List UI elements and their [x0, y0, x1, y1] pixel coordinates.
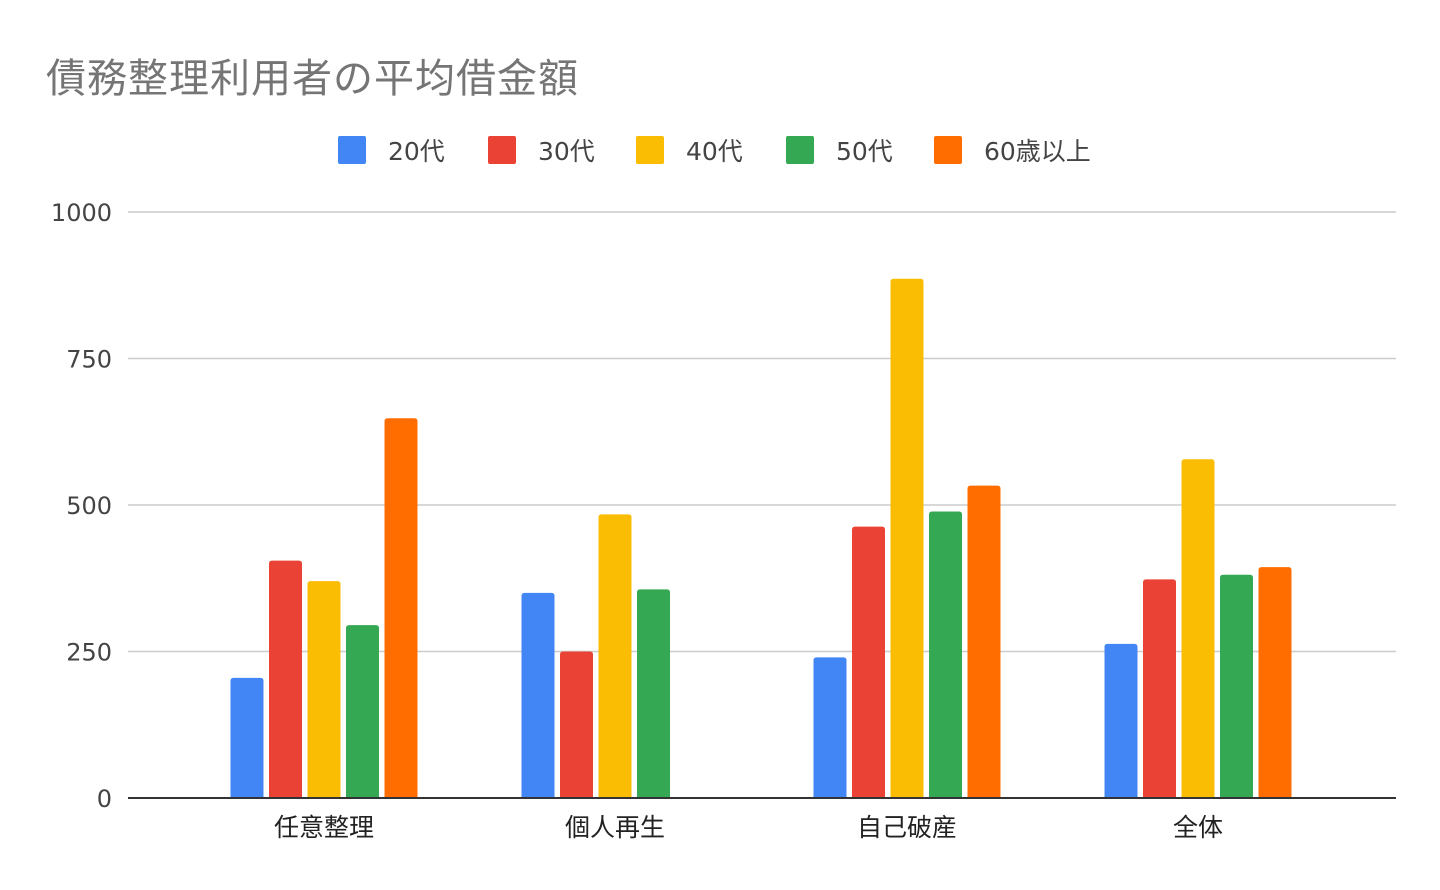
- legend-swatch-20s: [338, 136, 366, 164]
- x-category-label-1: 個人再生: [565, 813, 665, 842]
- bar-0-2: [307, 581, 341, 798]
- x-category-label-2: 自己破産: [857, 813, 957, 842]
- bar-2-1: [852, 526, 885, 798]
- legend-item-60plus: 60歳以上: [934, 130, 1091, 170]
- bar-3-4: [1258, 567, 1292, 798]
- chart-legend: 20代 30代 40代 50代 60歳以上: [0, 130, 1440, 170]
- bar-0-0: [230, 677, 264, 798]
- bar-2-0: [813, 657, 847, 798]
- legend-swatch-60plus: [934, 136, 962, 164]
- legend-label-60plus: 60歳以上: [984, 137, 1091, 166]
- bar-2-2: [890, 278, 924, 799]
- bar-2-4: [967, 485, 1001, 798]
- y-tick-label-0: 0: [97, 785, 112, 813]
- chart-title: 債務整理利用者の平均借金額: [46, 56, 579, 102]
- legend-label-30s: 30代: [538, 137, 595, 166]
- legend-swatch-40s: [636, 136, 664, 164]
- bar-0-3: [346, 625, 379, 798]
- bar-1-2: [598, 514, 632, 798]
- y-tick-label-500: 500: [66, 492, 112, 520]
- legend-item-50s: 50代: [786, 130, 893, 170]
- bar-0-1: [269, 560, 302, 798]
- x-category-label-0: 任意整理: [274, 813, 374, 842]
- bar-1-1: [560, 651, 593, 798]
- legend-swatch-50s: [786, 136, 814, 164]
- bar-3-3: [1220, 574, 1253, 798]
- legend-item-40s: 40代: [636, 130, 743, 170]
- bar-3-2: [1181, 459, 1215, 798]
- legend-label-50s: 50代: [836, 137, 893, 166]
- bar-1-0: [521, 592, 555, 798]
- legend-label-20s: 20代: [388, 137, 445, 166]
- x-category-label-3: 全体: [1173, 813, 1223, 842]
- legend-swatch-30s: [488, 136, 516, 164]
- legend-item-30s: 30代: [488, 130, 595, 170]
- bar-3-0: [1104, 643, 1138, 798]
- bar-2-3: [929, 511, 962, 798]
- y-tick-label-1000: 1000: [51, 199, 112, 227]
- y-tick-label-250: 250: [66, 639, 112, 667]
- bar-1-3: [637, 589, 670, 798]
- legend-label-40s: 40代: [686, 137, 743, 166]
- y-tick-label-750: 750: [66, 346, 112, 374]
- bar-3-1: [1143, 579, 1176, 798]
- legend-item-20s: 20代: [338, 130, 445, 170]
- bar-0-4: [384, 418, 418, 798]
